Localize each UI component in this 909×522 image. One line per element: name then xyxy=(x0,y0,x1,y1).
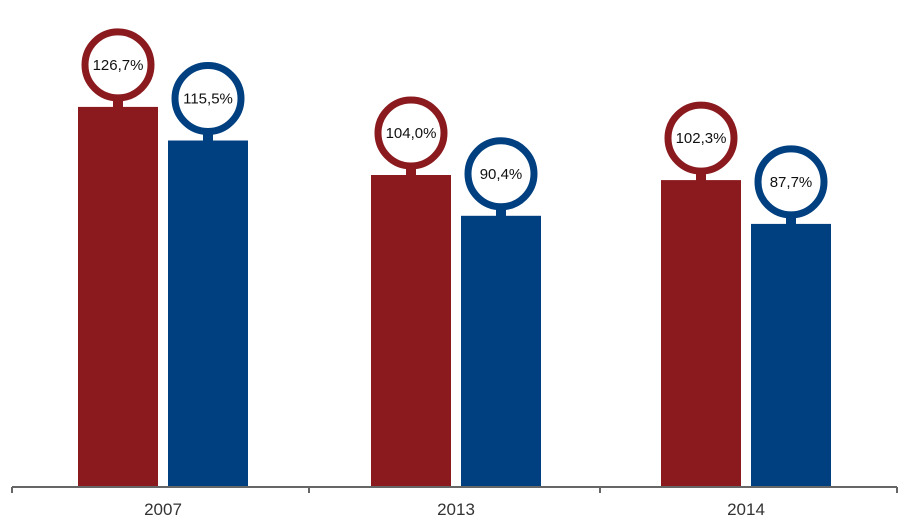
bar-2007-series-1 xyxy=(78,106,158,488)
value-bubble xyxy=(464,137,538,211)
value-bubble xyxy=(664,101,738,175)
x-tick-label: 2014 xyxy=(727,500,765,519)
x-tick-label: 2013 xyxy=(437,500,475,519)
bar-2013-series-1 xyxy=(371,175,451,487)
data-label: 102,3% xyxy=(676,130,727,147)
value-bubble xyxy=(754,145,828,219)
x-tick-label: 2007 xyxy=(144,500,182,519)
bar-2014-series-1 xyxy=(661,180,741,487)
value-bubble xyxy=(81,28,155,102)
data-label: 126,7% xyxy=(93,57,144,74)
value-bubble xyxy=(171,62,245,135)
chart-marks: 126,7% 115,5% 104,0% 90,4% 102,3% 87,7% xyxy=(78,28,831,488)
data-label: 87,7% xyxy=(770,174,813,191)
data-label: 115,5% xyxy=(183,91,233,108)
bar-2014-series-2 xyxy=(751,223,831,487)
bar-2013-series-2 xyxy=(461,215,541,488)
data-label: 90,4% xyxy=(480,166,523,183)
x-axis-ticks xyxy=(11,487,898,493)
value-bubble xyxy=(374,96,448,170)
bar-2007-series-2 xyxy=(168,140,248,487)
data-label: 104,0% xyxy=(386,125,437,142)
x-axis-tick-labels: 2007 2013 2014 xyxy=(144,500,765,519)
